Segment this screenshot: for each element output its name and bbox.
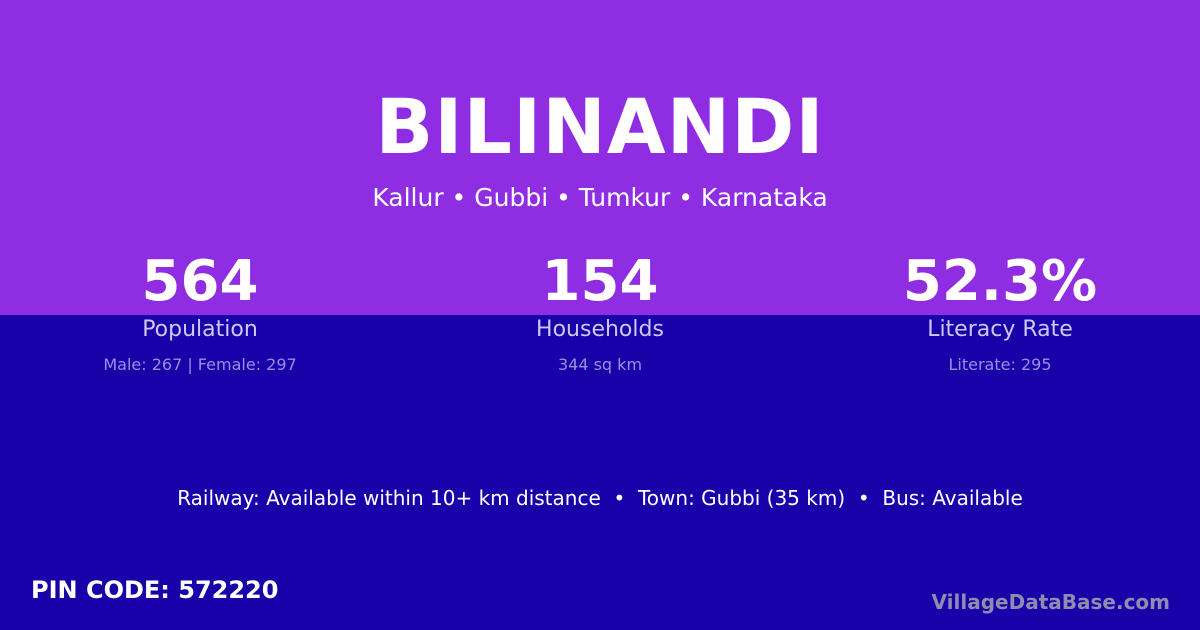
location-breadcrumb: Kallur • Gubbi • Tumkur • Karnataka — [372, 183, 828, 212]
brand-logo: VillageDataBase.com — [931, 590, 1170, 614]
stat-label: Households — [536, 317, 664, 342]
stat-detail: Literate: 295 — [948, 355, 1052, 374]
stat-label: Population — [142, 317, 258, 342]
stat-households: 154 Households 344 sq km — [400, 248, 800, 374]
stat-detail: Male: 267 | Female: 297 — [103, 355, 297, 374]
stat-detail: 344 sq km — [557, 355, 643, 374]
pin-code: PIN CODE: 572220 — [31, 576, 279, 604]
facilities-line: Railway: Available within 10+ km distanc… — [177, 486, 1023, 510]
stat-value: 52.3% — [902, 249, 1098, 314]
header-band — [0, 0, 1200, 315]
stat-literacy: 52.3% Literacy Rate Literate: 295 — [800, 248, 1200, 374]
stat-label: Literacy Rate — [927, 317, 1073, 342]
stat-value: 154 — [541, 249, 659, 314]
stat-population: 564 Population Male: 267 | Female: 297 — [0, 248, 400, 374]
stat-value: 564 — [141, 249, 259, 314]
village-title: BILINANDI — [375, 82, 825, 171]
